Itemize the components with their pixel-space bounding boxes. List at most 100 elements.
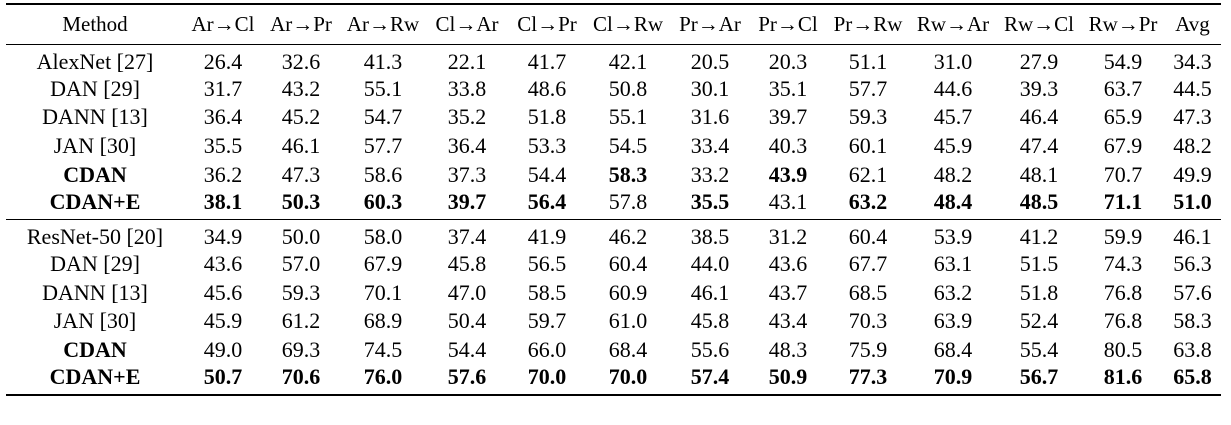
value-cell: 33.2 <box>690 161 730 187</box>
column-header: Rw→Ar <box>916 11 990 36</box>
value-cell: 41.7 <box>527 48 567 74</box>
value-cell: 48.1 <box>1019 161 1059 187</box>
value-cell: 39.3 <box>1019 75 1059 101</box>
value-cell: 56.7 <box>1019 364 1059 390</box>
value-cell: 35.5 <box>690 188 730 214</box>
value-cell: 57.7 <box>848 75 888 101</box>
value-cell: 58.3 <box>608 161 648 187</box>
value-cell: 58.3 <box>1173 308 1212 334</box>
value-cell: 63.1 <box>933 251 973 277</box>
value-cell: 65.9 <box>1103 104 1143 130</box>
value-cell: 48.2 <box>933 161 973 187</box>
value-cell: 22.1 <box>447 48 487 74</box>
value-cell: 51.0 <box>1173 188 1212 214</box>
value-cell: 68.4 <box>608 336 648 362</box>
row-group: ResNet-50 [20] 34.9 50.0 58.0 37.4 41.9 46.2 38… <box>6 219 1221 396</box>
value-cell: 45.8 <box>690 308 730 334</box>
value-cell: 70.3 <box>848 308 888 334</box>
column-header: Pr→Rw <box>833 11 903 36</box>
value-cell: 35.2 <box>447 104 487 130</box>
value-cell: 60.3 <box>363 188 403 214</box>
value-cell: 43.6 <box>768 251 808 277</box>
value-cell: 62.1 <box>848 161 888 187</box>
value-cell: 56.3 <box>1173 251 1212 277</box>
value-cell: 41.3 <box>363 48 403 74</box>
column-header: Pr→Cl <box>758 11 818 36</box>
value-cell: 74.3 <box>1103 251 1143 277</box>
table-row: DANN [13] 45.6 59.3 70.1 47.0 58.5 60.9 46.1 43.… <box>6 278 1221 307</box>
value-cell: 45.9 <box>203 308 243 334</box>
value-cell: 65.8 <box>1173 364 1212 390</box>
method-cell: CDAN <box>63 161 127 187</box>
value-cell: 70.7 <box>1103 161 1143 187</box>
value-cell: 68.9 <box>363 308 403 334</box>
value-cell: 58.5 <box>527 279 567 305</box>
value-cell: 47.3 <box>1173 104 1212 130</box>
value-cell: 50.9 <box>768 364 808 390</box>
value-cell: 57.6 <box>447 364 487 390</box>
value-cell: 68.5 <box>848 279 888 305</box>
value-cell: 20.3 <box>768 48 808 74</box>
table-row: DAN [29] 43.6 57.0 67.9 45.8 56.5 60.4 44.0 43.6… <box>6 250 1221 279</box>
value-cell: 57.7 <box>363 132 403 158</box>
value-cell: 63.8 <box>1173 336 1212 362</box>
value-cell: 63.2 <box>933 279 973 305</box>
value-cell: 45.7 <box>933 104 973 130</box>
column-header: Rw→Cl <box>1003 11 1074 36</box>
value-cell: 48.5 <box>1019 188 1059 214</box>
method-cell: DANN [13] <box>42 279 148 305</box>
value-cell: 68.4 <box>933 336 973 362</box>
value-cell: 27.9 <box>1019 48 1059 74</box>
value-cell: 67.9 <box>363 251 403 277</box>
value-cell: 70.1 <box>363 279 403 305</box>
value-cell: 46.1 <box>690 279 730 305</box>
column-header: Ar→Rw <box>346 11 420 36</box>
column-header: Ar→Pr <box>270 11 332 36</box>
value-cell: 42.1 <box>608 48 648 74</box>
table-row: JAN [30] 35.5 46.1 57.7 36.4 53.3 54.5 33.4 40.3… <box>6 132 1221 161</box>
value-cell: 37.3 <box>447 161 487 187</box>
value-cell: 35.1 <box>768 75 808 101</box>
value-cell: 71.1 <box>1103 188 1143 214</box>
value-cell: 54.5 <box>608 132 648 158</box>
value-cell: 57.6 <box>1173 279 1212 305</box>
value-cell: 50.8 <box>608 75 648 101</box>
value-cell: 45.2 <box>281 104 321 130</box>
value-cell: 31.7 <box>203 75 243 101</box>
column-header: Method <box>62 11 128 36</box>
value-cell: 50.7 <box>203 364 243 390</box>
value-cell: 59.3 <box>281 279 321 305</box>
value-cell: 48.6 <box>527 75 567 101</box>
value-cell: 40.3 <box>768 132 808 158</box>
table-row: DAN [29] 31.7 43.2 55.1 33.8 48.6 50.8 30.1 35.1… <box>6 75 1221 104</box>
value-cell: 77.3 <box>848 364 888 390</box>
value-cell: 33.8 <box>447 75 487 101</box>
row-group: AlexNet [27] 26.4 32.6 41.3 22.1 41.7 42.1 20.5… <box>6 44 1221 219</box>
value-cell: 59.3 <box>848 104 888 130</box>
value-cell: 70.9 <box>933 364 973 390</box>
value-cell: 48.4 <box>933 188 973 214</box>
value-cell: 20.5 <box>690 48 730 74</box>
method-cell: DAN [29] <box>50 251 140 277</box>
method-cell: JAN [30] <box>53 308 137 334</box>
value-cell: 31.2 <box>768 223 808 249</box>
method-cell: DAN [29] <box>50 75 140 101</box>
value-cell: 76.8 <box>1103 308 1143 334</box>
value-cell: 55.4 <box>1019 336 1059 362</box>
value-cell: 26.4 <box>203 48 243 74</box>
results-table: Method Ar→Cl Ar→Pr Ar→Rw Cl→Ar Cl→Pr Cl→Rw Pr→A… <box>6 3 1221 396</box>
value-cell: 57.0 <box>281 251 321 277</box>
value-cell: 43.6 <box>203 251 243 277</box>
value-cell: 54.4 <box>447 336 487 362</box>
header-row: Method Ar→Cl Ar→Pr Ar→Rw Cl→Ar Cl→Pr Cl→Rw Pr→A… <box>6 4 1221 44</box>
value-cell: 35.5 <box>203 132 243 158</box>
value-cell: 69.3 <box>281 336 321 362</box>
column-header: Ar→Cl <box>191 11 255 36</box>
value-cell: 32.6 <box>281 48 321 74</box>
value-cell: 43.4 <box>768 308 808 334</box>
value-cell: 76.8 <box>1103 279 1143 305</box>
method-cell: AlexNet [27] <box>36 48 154 74</box>
value-cell: 38.5 <box>690 223 730 249</box>
value-cell: 51.8 <box>1019 279 1059 305</box>
